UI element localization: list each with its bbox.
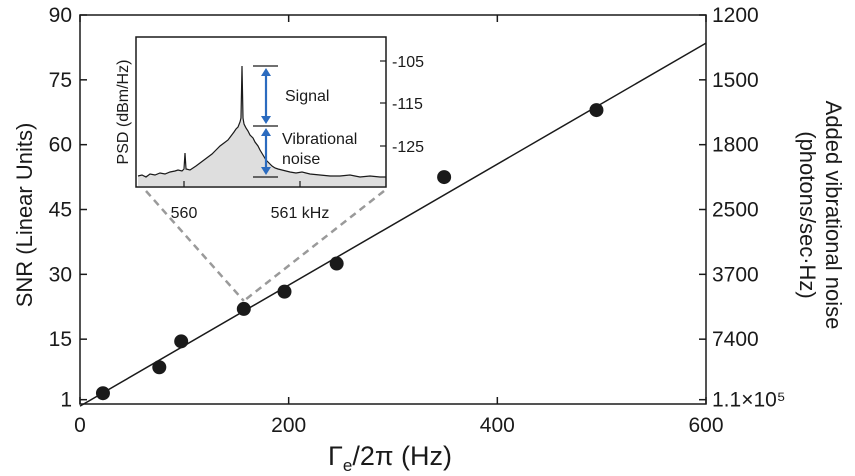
inset-y-tick-105: -105 (392, 54, 424, 71)
y2-axis-title-line1: Added vibrational noise (821, 101, 846, 330)
y2-tick-label: 7400 (712, 328, 759, 351)
y2-tick-label: 1200 (712, 4, 759, 27)
x-tick-label: 0 (74, 414, 86, 437)
y-tick-label: 1 (60, 389, 72, 412)
data-point (174, 334, 189, 349)
y-axis-left: 1 15 30 45 60 75 90 (49, 4, 87, 412)
y2-tick-label: 1500 (712, 69, 759, 92)
x-tick-label: 600 (688, 414, 723, 437)
y-tick-label: 15 (49, 328, 72, 351)
data-point (589, 103, 604, 118)
y-axis-right: 1200 1500 1800 2500 3700 7400 1.1×10⁵ (699, 4, 786, 412)
inset-y-axis-title: PSD (dBm/Hz) (115, 60, 132, 165)
data-points (95, 103, 604, 401)
x-tick-label: 200 (271, 414, 306, 437)
y-tick-label: 60 (49, 134, 72, 157)
y2-tick-label: 3700 (712, 263, 759, 286)
y-tick-label: 45 (49, 199, 72, 222)
inset-frame (135, 36, 387, 188)
y2-tick-label: 1800 (712, 134, 759, 157)
y-tick-label: 30 (49, 263, 72, 286)
x-axis: 0 200 400 600 (74, 15, 724, 437)
y-tick-label: 90 (49, 4, 72, 27)
y2-tick-label: 1.1×10⁵ (712, 389, 786, 412)
inset-x-tick-560: 560 (171, 205, 198, 222)
inset-x-tick-561: 561 kHz (271, 205, 330, 222)
data-point (437, 170, 452, 185)
data-point (152, 360, 167, 375)
signal-label: Signal (285, 88, 329, 105)
data-point (236, 301, 251, 316)
x-axis-title: Γe/2π (Hz) (328, 441, 452, 475)
data-point (329, 256, 344, 271)
inset-y-tick-125: -125 (392, 139, 424, 156)
inset-y-tick-115: -115 (392, 96, 423, 113)
y2-tick-label: 2500 (712, 199, 759, 222)
noise-label: noise (282, 151, 320, 168)
inset-chart: 560 561 kHz -105 -115 -125 PSD (dBm/Hz) … (115, 36, 424, 222)
zoom-line-right (243, 190, 385, 302)
y-axis-title: SNR (Linear Units) (12, 123, 37, 308)
vibrational-label: Vibrational (282, 131, 357, 148)
zoom-line-left (145, 190, 245, 302)
y2-axis-title-line2: (photons/sec·Hz) (795, 131, 820, 299)
noise-arrow (261, 128, 271, 175)
x-tick-label: 400 (480, 414, 515, 437)
data-point (277, 284, 292, 299)
y-tick-label: 75 (49, 69, 72, 92)
data-point (95, 386, 110, 401)
inset-spectrum-trace (137, 65, 386, 178)
signal-arrow (261, 68, 271, 124)
